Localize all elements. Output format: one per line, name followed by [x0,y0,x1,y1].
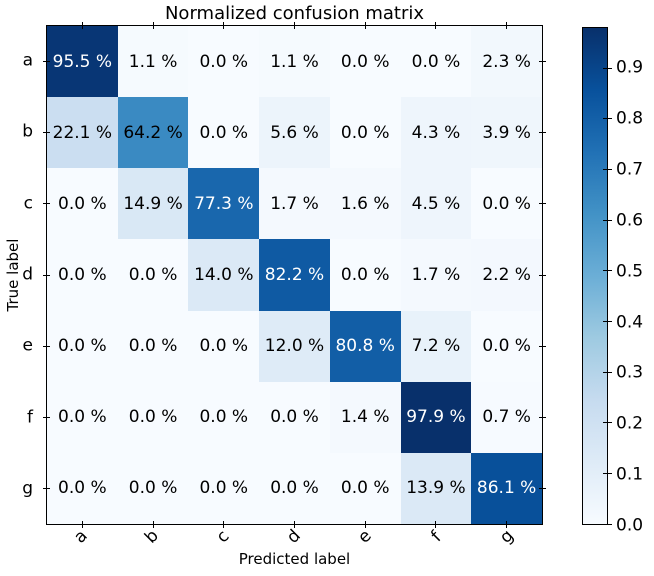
heatmap-cell-g-g: 86.1 % [471,452,542,524]
colorbar-tick-label-0.9: 0.9 [616,57,644,78]
heatmap-cell-d-e: 0.0 % [329,239,401,311]
heatmap-cell-b-b: 64.2 % [117,97,189,169]
heatmap-cell-c-c: 77.3 % [188,168,260,240]
colorbar-gradient [583,28,607,524]
colorbar-tick [603,118,612,120]
colorbar-tick-label-0.7: 0.7 [616,159,644,180]
x-tick-label-f: f [426,527,446,546]
heatmap-cell-f-b: 0.0 % [117,381,189,453]
y-tick-label-a: a [22,50,33,71]
heatmap-cell-e-a: 0.0 % [47,310,118,382]
colorbar-tick-label-0.2: 0.2 [616,413,644,434]
heatmap-cell-a-c: 0.0 % [188,26,260,98]
colorbar-tick-label-0.5: 0.5 [616,261,644,282]
heatmap-cell-f-d: 0.0 % [259,381,330,453]
y-tick-label-f: f [27,407,33,428]
colorbar-tick [603,219,612,221]
colorbar-tick-label-0.4: 0.4 [616,311,644,332]
heatmap-cell-e-f: 7.2 % [400,310,472,382]
heatmap-cell-g-e: 0.0 % [329,452,401,524]
y-tick-label-b: b [22,121,33,142]
colorbar [582,27,612,525]
heatmap-cell-b-d: 5.6 % [259,97,330,169]
heatmap-cell-b-a: 22.1 % [47,97,118,169]
x-tick-label-b: b [140,525,163,548]
y-tick-label-e: e [22,336,33,357]
heatmap-cell-d-c: 14.0 % [188,239,260,311]
heatmap-cell-g-d: 0.0 % [259,452,330,524]
heatmap-cell-e-b: 0.0 % [117,310,189,382]
heatmap-cell-b-e: 0.0 % [329,97,401,169]
colorbar-tick-label-0.8: 0.8 [616,108,644,129]
heatmap-cell-e-g: 0.0 % [471,310,542,382]
heatmap-cell-c-g: 0.0 % [471,168,542,240]
heatmap-cell-g-c: 0.0 % [188,452,260,524]
colorbar-tick [603,523,612,525]
y-tick-label-c: c [23,193,33,214]
heatmap-cell-g-b: 0.0 % [117,452,189,524]
heatmap-cell-c-b: 14.9 % [117,168,189,240]
heatmap-cell-c-d: 1.7 % [259,168,330,240]
colorbar-tick [603,168,612,170]
heatmap-cell-d-b: 0.0 % [117,239,189,311]
x-tick-label-a: a [69,526,92,548]
colorbar-tick [603,472,612,474]
x-axis-label: Predicted label [238,550,351,568]
heatmap-cell-e-d: 12.0 % [259,310,330,382]
colorbar-tick [603,67,612,69]
colorbar-tick-labels: 0.0 0.1 0.2 0.3 0.4 0.5 0.6 0.7 0.8 0.9 [614,27,654,536]
heatmap-plot: 95.5 % 1.1 % 0.0 % 1.1 % 0.0 % 0.0 % 2.3 % 22.1… [43,22,546,528]
colorbar-tick [603,371,612,373]
heatmap-cell-a-d: 1.1 % [259,26,330,98]
heatmap-cell-a-b: 1.1 % [117,26,189,98]
x-tick-label-c: c [212,526,233,548]
heatmap-cell-b-f: 4.3 % [400,97,472,169]
heatmap-cell-a-e: 0.0 % [329,26,401,98]
x-tick-label-g: g [495,525,518,548]
heatmap-grid: 95.5 % 1.1 % 0.0 % 1.1 % 0.0 % 0.0 % 2.3 % 22.1… [47,26,542,524]
heatmap-cell-e-e: 80.8 % [329,310,401,382]
heatmap-cell-d-f: 1.7 % [400,239,472,311]
x-tick-label-e: e [353,526,376,548]
heatmap-cell-c-a: 0.0 % [47,168,118,240]
colorbar-tick [603,270,612,272]
colorbar-tick [603,422,612,424]
colorbar-tick [603,320,612,322]
heatmap-cell-g-f: 13.9 % [400,452,472,524]
heatmap-cell-g-a: 0.0 % [47,452,118,524]
x-tick-label-d: d [282,525,305,548]
colorbar-tick-label-0.1: 0.1 [616,464,644,485]
heatmap-cell-f-a: 0.0 % [47,381,118,453]
y-tick-label-d: d [22,264,33,285]
y-tick-labels: a b c d e f g [0,25,42,525]
chart-title: Normalized confusion matrix [164,3,425,24]
heatmap-cell-c-f: 4.5 % [400,168,472,240]
y-tick-label-g: g [22,478,33,499]
heatmap-cell-a-a: 95.5 % [47,26,118,98]
heatmap-cell-d-d: 82.2 % [259,239,330,311]
heatmap-cell-c-e: 1.6 % [329,168,401,240]
heatmap-cell-d-a: 0.0 % [47,239,118,311]
colorbar-tick-label-0.6: 0.6 [616,210,644,231]
heatmap-cell-b-c: 0.0 % [188,97,260,169]
heatmap-cell-f-c: 0.0 % [188,381,260,453]
y-axis-label: True label [4,238,22,312]
heatmap-cell-b-g: 3.9 % [471,97,542,169]
colorbar-tick-label-0.3: 0.3 [616,362,644,383]
heatmap-cell-a-g: 2.3 % [471,26,542,98]
heatmap-cell-f-g: 0.7 % [471,381,542,453]
heatmap-cell-f-f: 97.9 % [400,381,472,453]
heatmap-cell-e-c: 0.0 % [188,310,260,382]
colorbar-tick-label-0.0: 0.0 [616,515,644,536]
heatmap-cell-d-g: 2.2 % [471,239,542,311]
heatmap-cell-f-e: 1.4 % [329,381,401,453]
heatmap-cell-a-f: 0.0 % [400,26,472,98]
